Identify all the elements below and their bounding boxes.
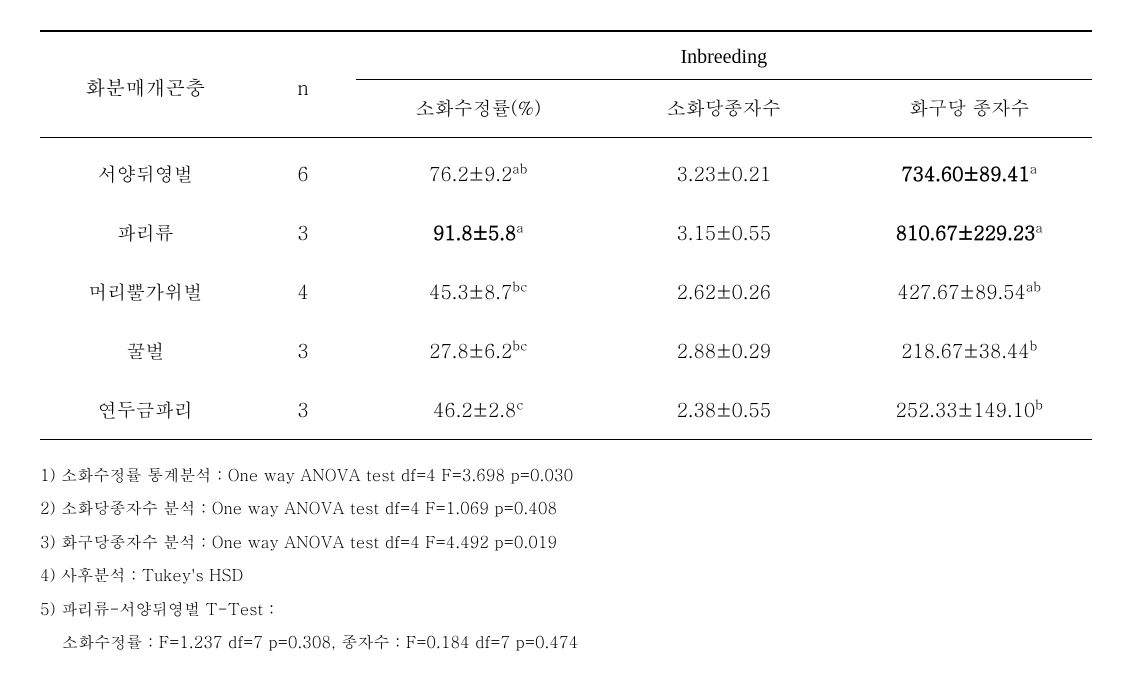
- cell-species: 머리뿔가위벌: [40, 262, 250, 321]
- cell-seeds: 218.67±38.44b: [847, 321, 1092, 380]
- footnote-1: 1) 소화수정률 통계분석 : One way ANOVA test df=4 …: [40, 458, 1092, 492]
- cell-seedper: 2.88±0.29: [601, 321, 846, 380]
- subheader-rate: 소화수정률(%): [356, 80, 601, 138]
- footnotes: 1) 소화수정률 통계분석 : One way ANOVA test df=4 …: [40, 458, 1092, 660]
- cell-seeds: 734.60±89.41a: [847, 144, 1092, 203]
- cell-seedper: 2.38±0.55: [601, 380, 846, 440]
- cell-rate: 45.3±8.7bc: [356, 262, 601, 321]
- header-n: n: [250, 31, 355, 138]
- cell-n: 4: [250, 262, 355, 321]
- cell-rate: 76.2±9.2ab: [356, 144, 601, 203]
- cell-seedper: 3.15±0.55: [601, 203, 846, 262]
- table-row: 서양뒤영벌 6 76.2±9.2ab 3.23±0.21 734.60±89.4…: [40, 144, 1092, 203]
- cell-rate: 46.2±2.8c: [356, 380, 601, 440]
- header-species: 화분매개곤충: [40, 31, 250, 138]
- table-row: 연두금파리 3 46.2±2.8c 2.38±0.55 252.33±149.1…: [40, 380, 1092, 440]
- table-row: 파리류 3 91.8±5.8a 3.15±0.55 810.67±229.23a: [40, 203, 1092, 262]
- cell-seeds: 810.67±229.23a: [847, 203, 1092, 262]
- header-row-1: 화분매개곤충 n Inbreeding: [40, 31, 1092, 80]
- table-row: 꿀벌 3 27.8±6.2bc 2.88±0.29 218.67±38.44b: [40, 321, 1092, 380]
- cell-seeds: 427.67±89.54ab: [847, 262, 1092, 321]
- footnote-5b: 소화수정률 : F=1.237 df=7 p=0.308, 종자수 : F=0.…: [40, 625, 1092, 659]
- subheader-seedper: 소화당종자수: [601, 80, 846, 138]
- table-row: 머리뿔가위벌 4 45.3±8.7bc 2.62±0.26 427.67±89.…: [40, 262, 1092, 321]
- footnote-4: 4) 사후분석 : Tukey's HSD: [40, 558, 1092, 592]
- cell-species: 서양뒤영벌: [40, 144, 250, 203]
- cell-species: 파리류: [40, 203, 250, 262]
- results-table: 화분매개곤충 n Inbreeding 소화수정률(%) 소화당종자수 화구당 …: [40, 30, 1092, 440]
- cell-n: 6: [250, 144, 355, 203]
- cell-n: 3: [250, 380, 355, 440]
- header-inbreeding: Inbreeding: [356, 31, 1092, 80]
- cell-n: 3: [250, 321, 355, 380]
- cell-rate: 27.8±6.2bc: [356, 321, 601, 380]
- subheader-seeds: 화구당 종자수: [847, 80, 1092, 138]
- cell-seeds: 252.33±149.10b: [847, 380, 1092, 440]
- cell-n: 3: [250, 203, 355, 262]
- footnote-3: 3) 화구당종자수 분석 : One way ANOVA test df=4 F…: [40, 525, 1092, 559]
- cell-species: 연두금파리: [40, 380, 250, 440]
- cell-rate: 91.8±5.8a: [356, 203, 601, 262]
- cell-seedper: 3.23±0.21: [601, 144, 846, 203]
- cell-seedper: 2.62±0.26: [601, 262, 846, 321]
- cell-species: 꿀벌: [40, 321, 250, 380]
- footnote-5: 5) 파리류-서양뒤영벌 T-Test :: [40, 592, 1092, 626]
- footnote-2: 2) 소화당종자수 분석 : One way ANOVA test df=4 F…: [40, 491, 1092, 525]
